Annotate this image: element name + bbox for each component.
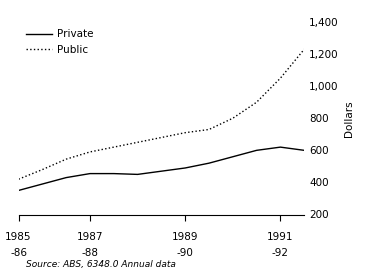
Public [231, 117, 235, 120]
Public [135, 141, 140, 144]
Private [183, 166, 187, 170]
Text: Source: ABS, 6348.0 Annual data: Source: ABS, 6348.0 Annual data [26, 260, 176, 270]
Public [64, 158, 68, 161]
Line: Public: Public [19, 49, 304, 179]
Legend: Private, Public: Private, Public [24, 27, 96, 57]
Public [278, 76, 283, 80]
Text: -92: -92 [272, 248, 289, 258]
Public [112, 145, 116, 149]
Text: -90: -90 [177, 248, 194, 258]
Private [302, 149, 306, 152]
Private [64, 176, 68, 179]
Public [302, 48, 306, 51]
Private [278, 145, 283, 149]
Private [135, 173, 140, 176]
Line: Private: Private [19, 147, 304, 190]
Public [255, 101, 259, 104]
Public [159, 136, 164, 139]
Text: 1985: 1985 [5, 232, 32, 242]
Private [231, 155, 235, 158]
Private [112, 172, 116, 175]
Public [16, 178, 21, 181]
Text: -86: -86 [10, 248, 27, 258]
Text: 1987: 1987 [77, 232, 103, 242]
Private [88, 172, 92, 175]
Private [159, 169, 164, 173]
Private [207, 161, 211, 165]
Public [88, 150, 92, 153]
Private [40, 182, 45, 186]
Public [183, 131, 187, 134]
Private [255, 149, 259, 152]
Text: 1989: 1989 [172, 232, 198, 242]
Public [40, 168, 45, 171]
Public [207, 128, 211, 131]
Private [16, 189, 21, 192]
Text: 1991: 1991 [267, 232, 294, 242]
Text: -88: -88 [82, 248, 98, 258]
Y-axis label: Dollars: Dollars [344, 100, 354, 137]
